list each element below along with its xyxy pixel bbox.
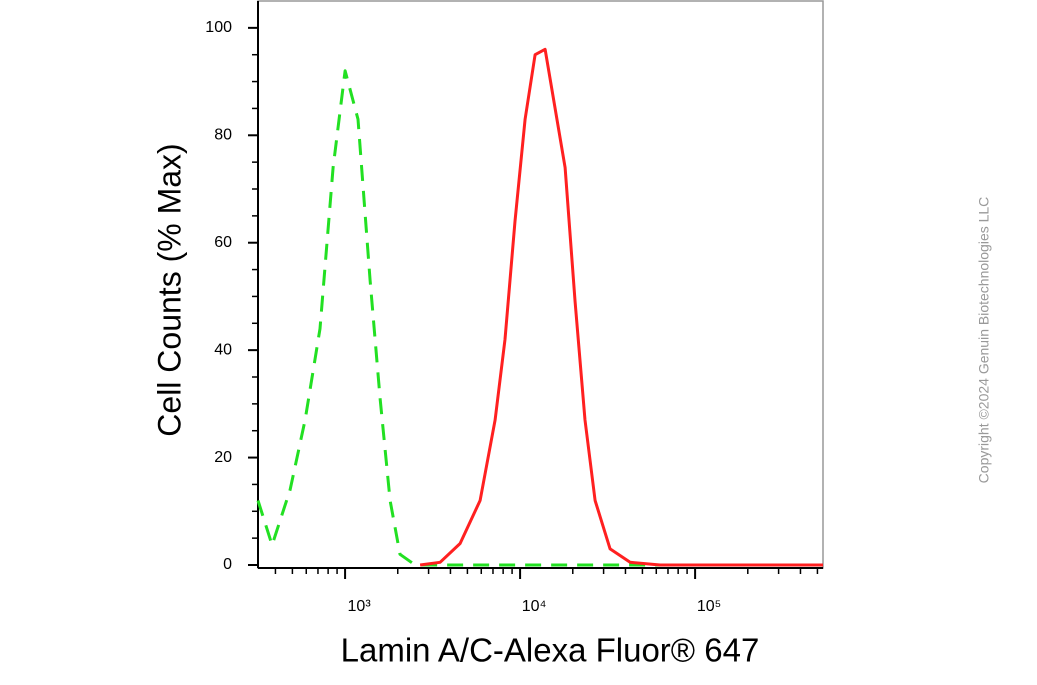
x-tick-label: 10³ — [348, 598, 372, 615]
plot-frame — [257, 0, 824, 569]
y-axis-label: Cell Counts (% Max) — [151, 143, 187, 436]
y-tick-label: 60 — [214, 234, 232, 251]
x-axis-label: Lamin A/C-Alexa Fluor® 647 — [341, 632, 760, 669]
y-tick-label: 40 — [214, 341, 232, 358]
copyright: Copyright ©2024 Genuin Biotechnologies L… — [976, 197, 992, 484]
y-tick-label: 100 — [205, 19, 232, 36]
y-tick-label: 20 — [214, 449, 232, 466]
y-tick-label: 0 — [223, 556, 232, 573]
y-tick-label: 80 — [214, 127, 232, 144]
x-tick-label: 10⁴ — [522, 598, 547, 615]
histogram-line — [256, 69, 823, 567]
histogram-line — [419, 47, 823, 567]
x-tick-label: 10⁵ — [697, 598, 721, 615]
